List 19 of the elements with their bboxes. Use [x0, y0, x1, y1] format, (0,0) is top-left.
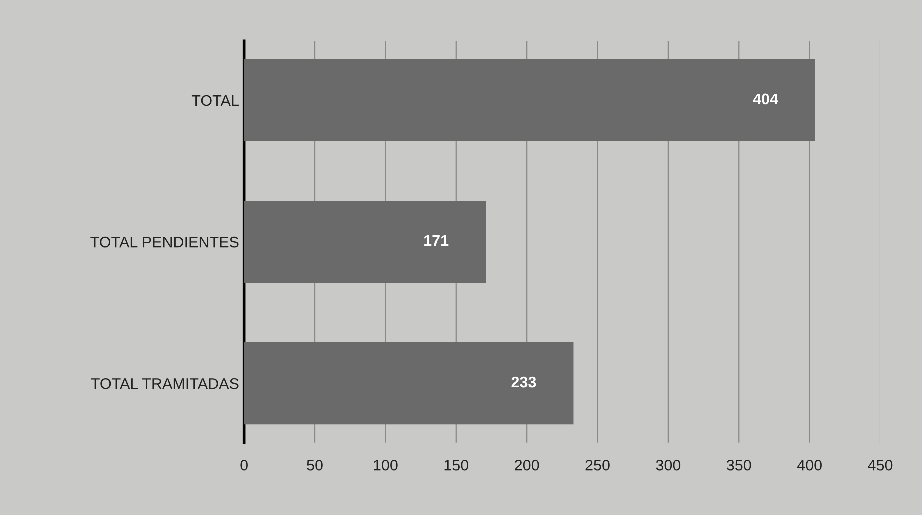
x-tick-label: 100 [374, 460, 398, 471]
x-tick-label: 0 [240, 460, 248, 471]
x-tick-label: 450 [868, 460, 893, 471]
x-tick-label: 150 [444, 460, 469, 471]
x-tick-label: 350 [726, 460, 752, 471]
x-tick-label: 250 [586, 460, 610, 471]
data-label: 404 [753, 94, 778, 105]
y-tick-label: TOTAL [192, 95, 239, 106]
y-tick-label: TOTAL PENDIENTES [90, 236, 239, 248]
bar [244, 59, 816, 142]
data-label: 233 [512, 376, 536, 388]
bar [244, 201, 486, 284]
bar [244, 342, 574, 425]
x-tick-label: 400 [797, 460, 822, 471]
x-tick-label: 200 [515, 460, 540, 471]
y-tick-label: TOTAL TRAMITADAS [91, 378, 239, 390]
x-tick-label: 300 [656, 460, 681, 471]
data-label: 171 [424, 235, 449, 246]
x-tick-label: 50 [307, 460, 323, 471]
